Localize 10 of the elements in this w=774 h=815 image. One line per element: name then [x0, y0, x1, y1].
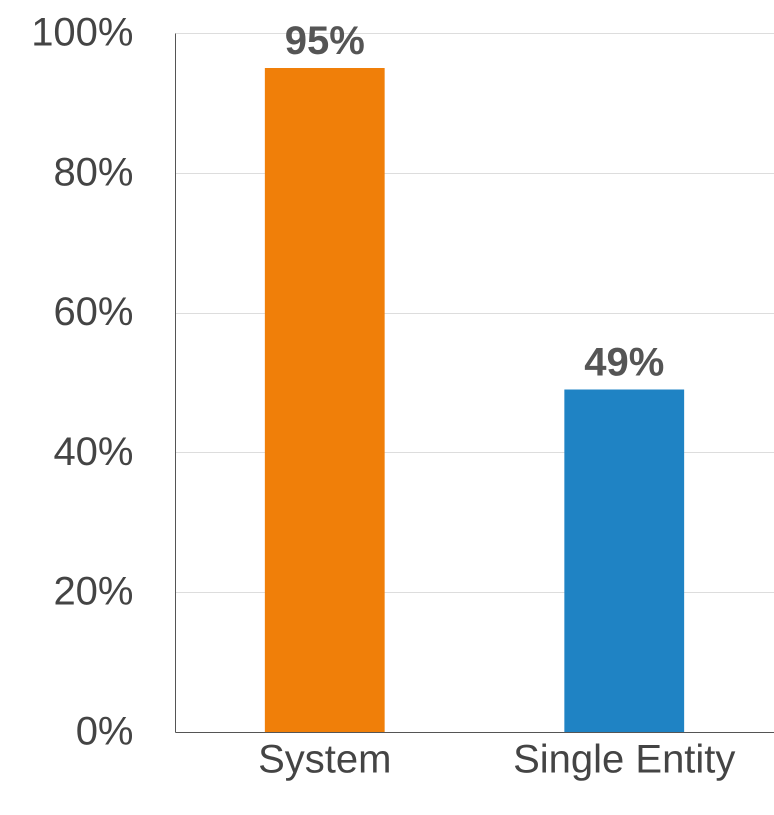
data-label: 95%	[284, 18, 365, 63]
y-tick-label: 0%	[76, 710, 134, 754]
y-tick-label: 80%	[53, 150, 134, 194]
x-tick-label: System	[258, 738, 392, 782]
data-label: 49%	[584, 340, 664, 384]
y-tick-label: 40%	[53, 430, 134, 474]
y-tick-label: 60%	[53, 290, 134, 334]
x-tick-label: Single Entity	[513, 738, 736, 782]
y-tick-label: 20%	[53, 570, 134, 614]
y-tick-label: 100%	[31, 10, 134, 54]
